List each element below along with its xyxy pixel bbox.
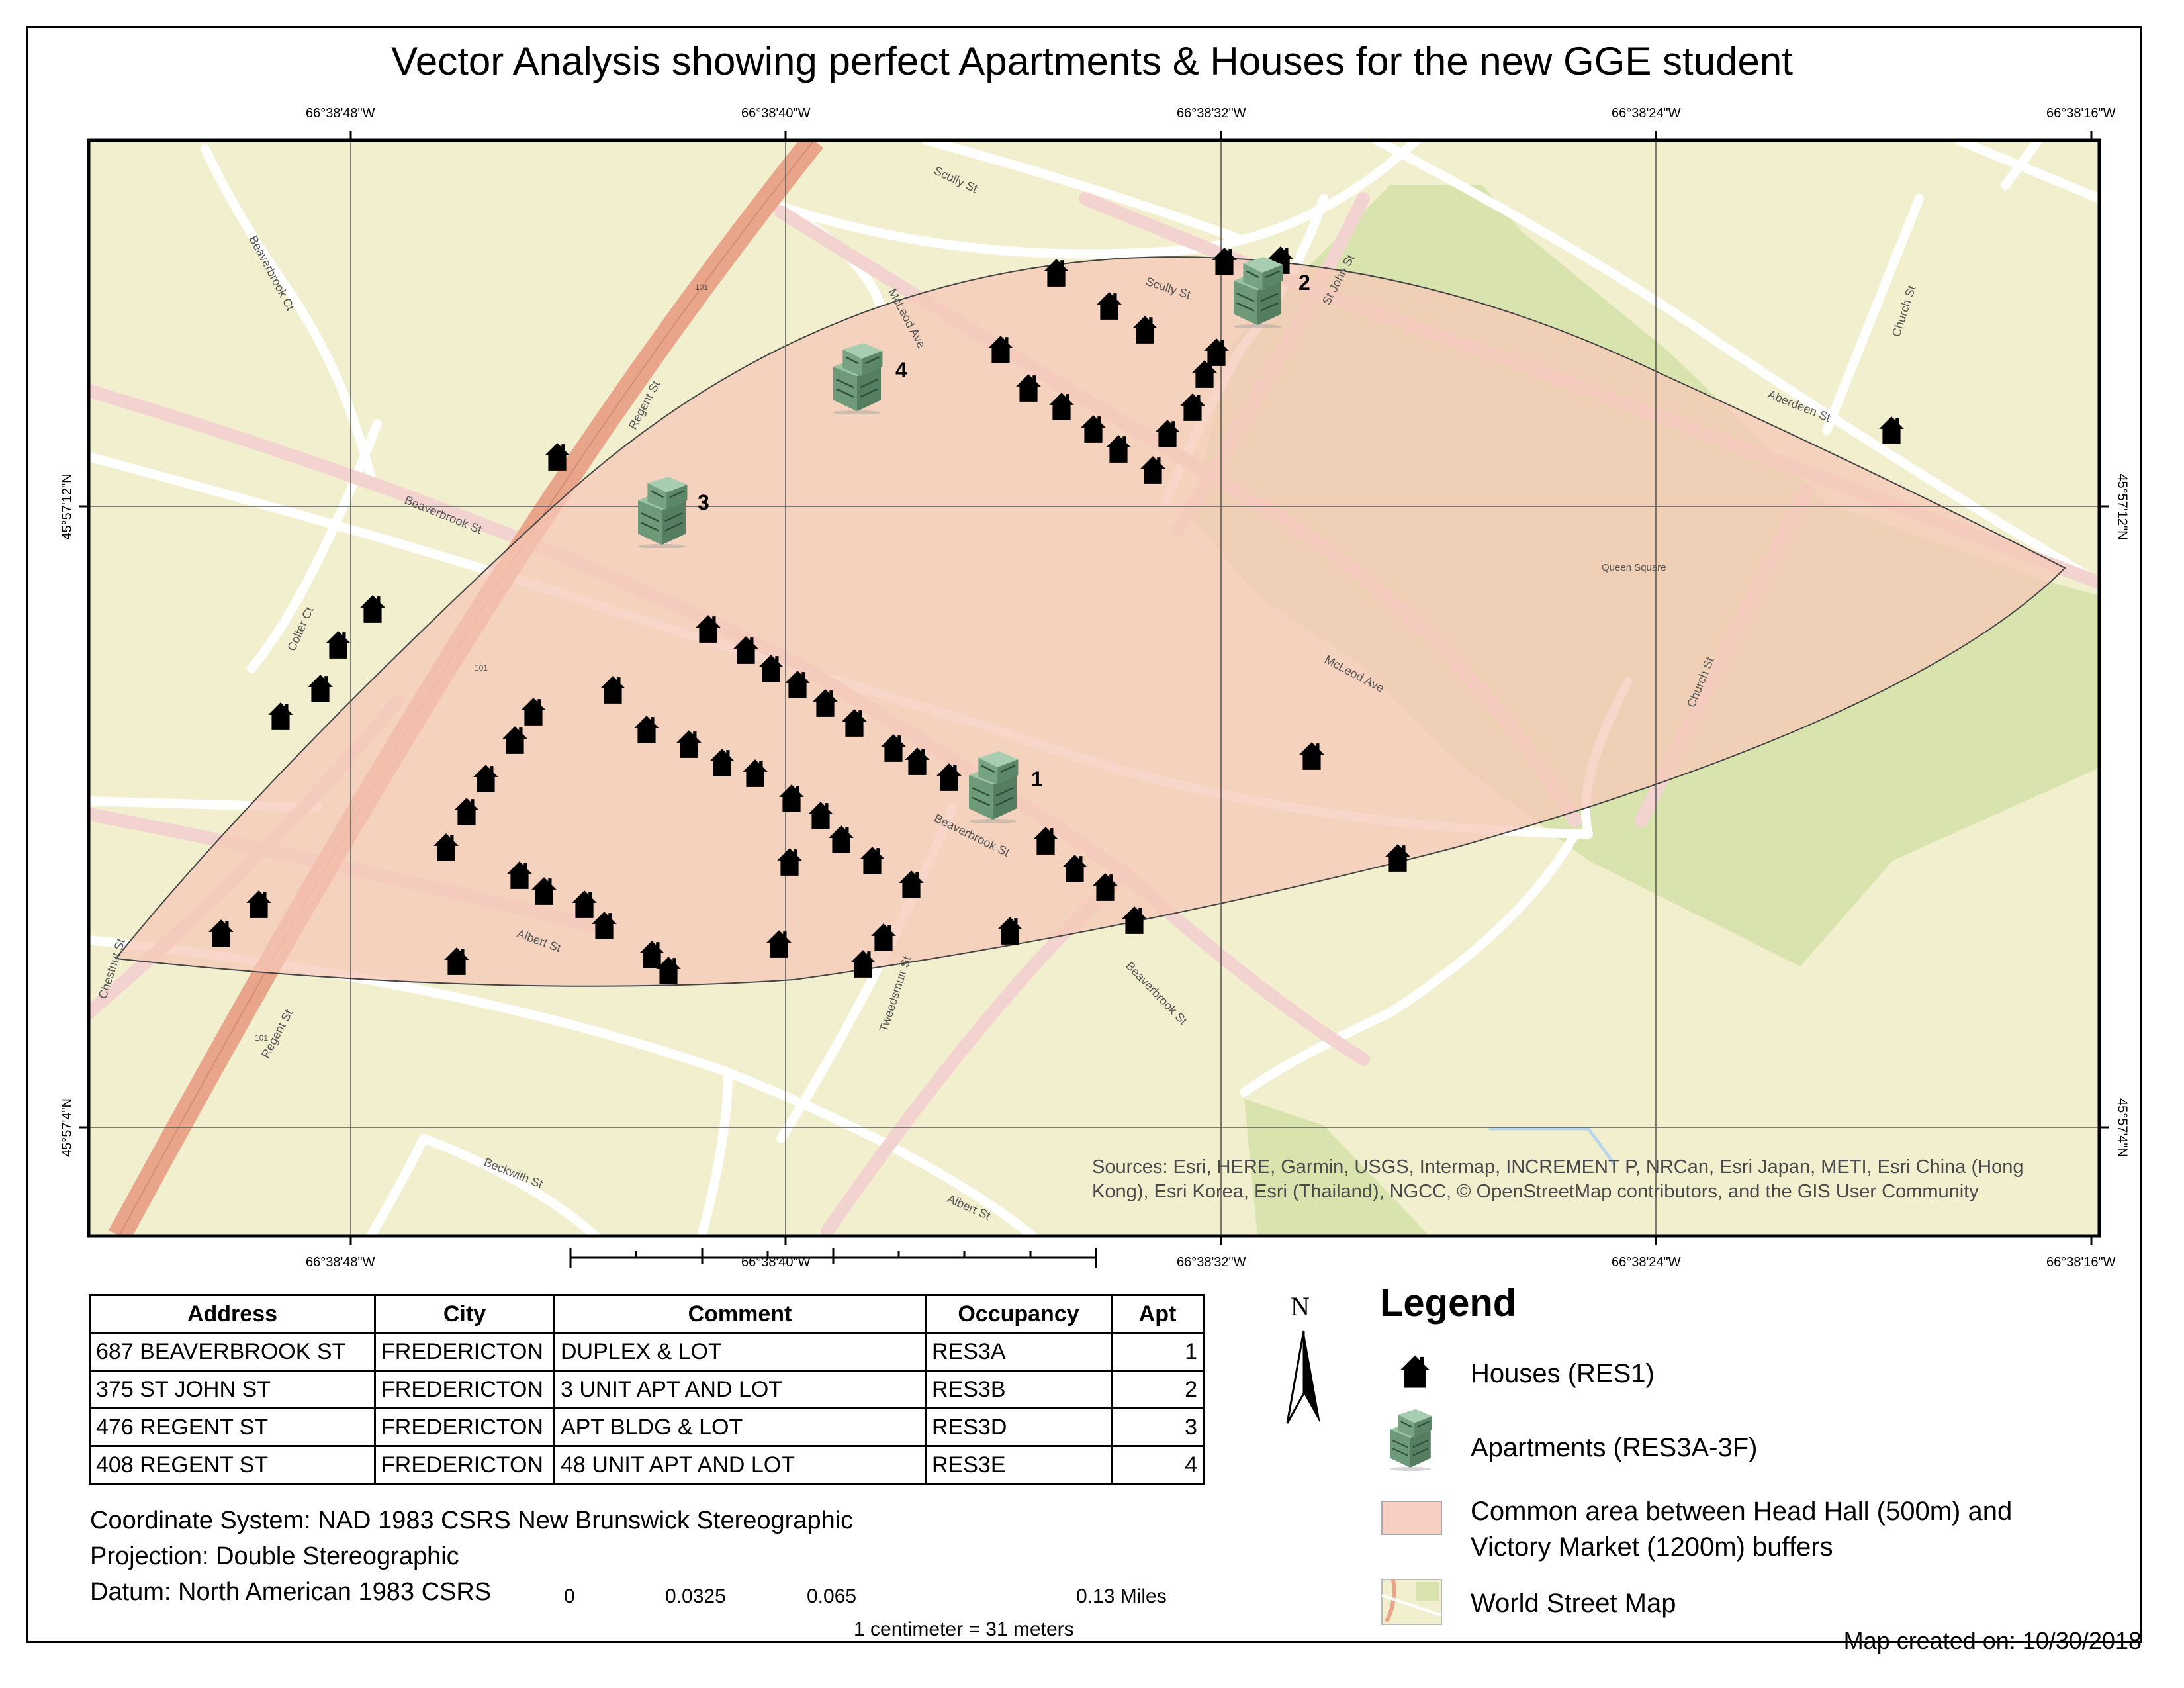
north-label: N	[1291, 1291, 1310, 1321]
cell-occupancy: RES3D	[925, 1407, 1113, 1447]
projection: Projection: Double Stereographic	[90, 1542, 459, 1570]
column-header-city: City	[374, 1294, 555, 1334]
cell-comment: APT BLDG & LOT	[553, 1407, 927, 1447]
scale-ratio: 1 centimeter = 31 meters	[854, 1618, 1074, 1640]
sources-credit: Sources: Esri, HERE, Garmin, USGS, Inter…	[1092, 1156, 2024, 1202]
legend-label-basemap: World Street Map	[1471, 1589, 1676, 1618]
graticule	[89, 140, 2099, 1236]
latitude-label-left: 45°57'12"N	[60, 473, 75, 540]
cell-city: FREDERICTON	[374, 1332, 555, 1372]
legend-label-common-area: Common area between Head Hall (500m) and…	[1471, 1497, 2013, 1562]
table-row: 687 BEAVERBROOK ST FREDERICTON DUPLEX & …	[89, 1332, 1205, 1372]
scale-label: 0.0325	[665, 1585, 726, 1607]
scale-label: 0	[564, 1585, 575, 1607]
longitude-label-top: 66°38'40"W	[741, 106, 811, 120]
cell-city: FREDERICTON	[374, 1407, 555, 1447]
cell-comment: 48 UNIT APT AND LOT	[553, 1445, 927, 1485]
created-date: Map created on: 10/30/2018	[1843, 1627, 2142, 1654]
property-table: Address City Comment Occupancy Apt 687 B…	[89, 1294, 1205, 1485]
cell-occupancy: RES3E	[925, 1445, 1113, 1485]
cell-apt: 3	[1111, 1407, 1205, 1447]
legend-house-icon	[1400, 1355, 1430, 1388]
legend-label-apartments: Apartments (RES3A-3F)	[1471, 1433, 1758, 1462]
cell-apt: 2	[1111, 1370, 1205, 1409]
scale-bar	[569, 1248, 1097, 1268]
highway-shield: 101	[255, 1033, 268, 1043]
longitude-label-bottom: 66°38'32"W	[1177, 1255, 1246, 1270]
legend-basemap-swatch	[1381, 1579, 1442, 1625]
cell-address: 408 REGENT ST	[89, 1445, 376, 1485]
legend-title: Legend	[1380, 1282, 1517, 1325]
legend-area-swatch	[1381, 1501, 1442, 1535]
longitude-label-bottom: 66°38'24"W	[1612, 1255, 1681, 1270]
cell-address: 476 REGENT ST	[89, 1407, 376, 1447]
table-row: 476 REGENT ST FREDERICTON APT BLDG & LOT…	[89, 1407, 1205, 1447]
longitude-label-top: 66°38'16"W	[2046, 106, 2116, 120]
highway-shield: 101	[475, 663, 488, 673]
apartment-label: 1	[1031, 767, 1043, 791]
apartment-label: 4	[895, 358, 907, 382]
legend-label-houses: Houses (RES1)	[1471, 1359, 1655, 1388]
longitude-label-top: 66°38'32"W	[1177, 106, 1246, 120]
longitude-label-top: 66°38'48"W	[306, 106, 375, 120]
table-row: 375 ST JOHN ST FREDERICTON 3 UNIT APT AN…	[89, 1370, 1205, 1409]
longitude-label-top: 66°38'24"W	[1612, 106, 1681, 120]
latitude-label-right: 45°57'4"N	[2115, 1098, 2130, 1157]
column-header-comment: Comment	[553, 1294, 927, 1334]
map-frame	[87, 138, 2101, 1238]
cell-occupancy: RES3A	[925, 1332, 1113, 1372]
cell-comment: DUPLEX & LOT	[553, 1332, 927, 1372]
table-header-row: Address City Comment Occupancy Apt	[89, 1294, 1205, 1334]
longitude-label-bottom: 66°38'48"W	[306, 1255, 375, 1270]
cell-city: FREDERICTON	[374, 1445, 555, 1485]
page-frame	[26, 26, 2142, 1643]
column-header-address: Address	[89, 1294, 376, 1334]
coordinate-system: Coordinate System: NAD 1983 CSRS New Bru…	[90, 1507, 854, 1534]
latitude-label-right: 45°57'12"N	[2115, 473, 2130, 540]
apartment-labels: 1 2 3 4	[698, 271, 1310, 791]
scale-label: 0.13 Miles	[1076, 1585, 1167, 1607]
scale-label: 0.065	[807, 1585, 857, 1607]
latitude-label-left: 45°57'4"N	[60, 1098, 75, 1157]
column-header-occupancy: Occupancy	[925, 1294, 1113, 1334]
apartment-label: 2	[1298, 271, 1310, 295]
cell-apt: 1	[1111, 1332, 1205, 1372]
cell-comment: 3 UNIT APT AND LOT	[553, 1370, 927, 1409]
longitude-label-bottom: 66°38'40"W	[741, 1255, 811, 1270]
cell-address: 375 ST JOHN ST	[89, 1370, 376, 1409]
basemap	[89, 140, 2099, 1236]
north-arrow-icon	[1286, 1330, 1320, 1424]
street-label: Queen Square	[1602, 562, 1666, 573]
column-header-apt: Apt	[1111, 1294, 1205, 1334]
highway-shield: 101	[695, 283, 708, 292]
cell-city: FREDERICTON	[374, 1370, 555, 1409]
cell-apt: 4	[1111, 1445, 1205, 1485]
water-line	[1489, 1127, 1617, 1166]
cell-address: 687 BEAVERBROOK ST	[89, 1332, 376, 1372]
longitude-label-bottom: 66°38'16"W	[2046, 1255, 2116, 1270]
park-area-south	[1244, 1099, 1430, 1236]
cell-occupancy: RES3B	[925, 1370, 1113, 1409]
map-title: Vector Analysis showing perfect Apartmen…	[391, 39, 1793, 83]
apartment-label: 3	[698, 491, 709, 514]
datum: Datum: North American 1983 CSRS	[90, 1578, 492, 1606]
legend-apartment-icon	[1389, 1408, 1433, 1472]
table-row: 408 REGENT ST FREDERICTON 48 UNIT APT AN…	[89, 1445, 1205, 1485]
common-area-polygon	[114, 256, 2066, 987]
